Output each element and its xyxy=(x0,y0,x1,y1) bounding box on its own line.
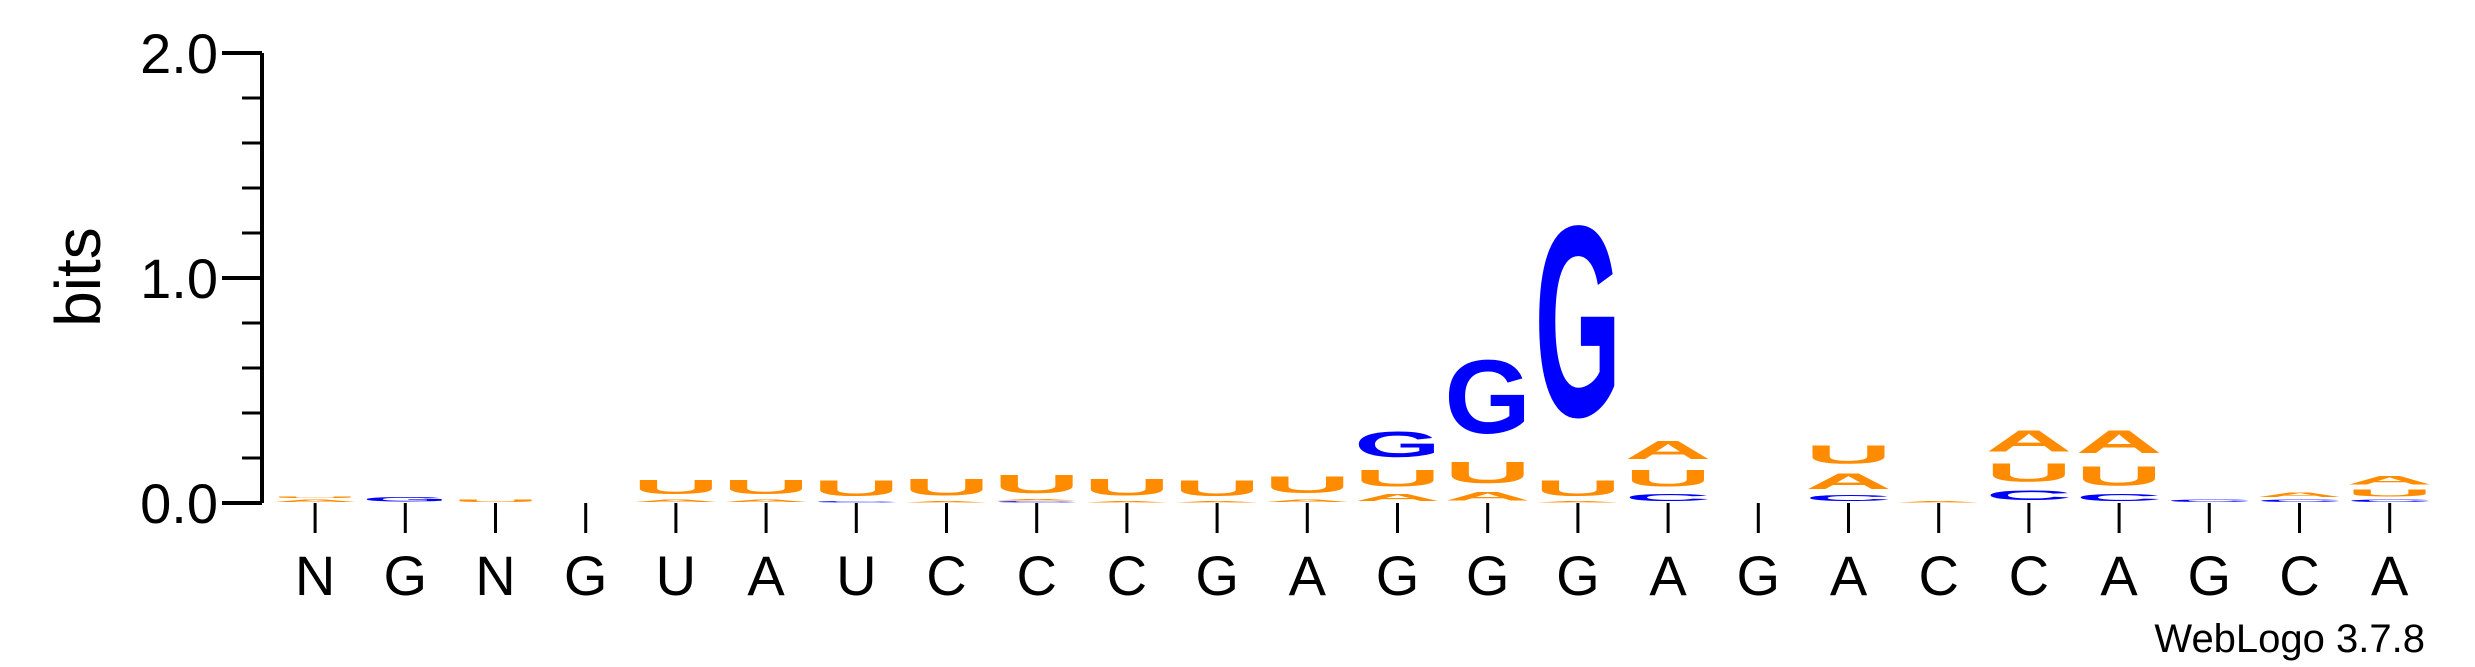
x-tick-label: C xyxy=(1016,544,1056,607)
x-tick-label: A xyxy=(747,544,785,607)
logo-letter-a: A xyxy=(1084,501,1171,503)
logo-letter-c: C xyxy=(1986,487,2073,503)
logo-letter-a: A xyxy=(1805,469,1892,494)
logo-letter-a: A xyxy=(993,498,1080,500)
y-tick-label: 1.0 xyxy=(140,247,218,310)
x-tick-label: C xyxy=(1918,544,1958,607)
x-tick-label: G xyxy=(564,544,608,607)
logo-letter-c: C xyxy=(2256,498,2343,502)
logo-letter-c: C xyxy=(1805,494,1892,503)
logo-letter-u: U xyxy=(1264,472,1351,499)
logo-letter-u: U xyxy=(452,498,539,502)
x-tick-label: G xyxy=(1466,544,1510,607)
logo-letter-a: A xyxy=(903,501,990,503)
logo-letter-c: C xyxy=(2346,498,2433,502)
logo-letter-u: U xyxy=(1174,476,1261,501)
x-tick-label: C xyxy=(926,544,966,607)
logo-letter-a: A xyxy=(633,498,720,502)
logo-letter-u: U xyxy=(1354,465,1441,492)
logo-letter-u: U xyxy=(723,476,810,498)
logo-letter-c: C xyxy=(993,501,1080,503)
logo-letter-a: A xyxy=(1444,490,1531,503)
x-tick-label: C xyxy=(1107,544,1147,607)
logo-letter-u: U xyxy=(813,476,900,501)
x-tick-label: A xyxy=(2100,544,2138,607)
x-tick-label: A xyxy=(1289,544,1327,607)
logo-letter-u: U xyxy=(272,496,359,498)
logo-letter-c: C xyxy=(2076,492,2163,503)
x-tick-label: A xyxy=(1830,544,1868,607)
y-tick-label: 2.0 xyxy=(140,22,218,85)
logo-letter-a: A xyxy=(1264,498,1351,502)
logo-letter-g: G xyxy=(1444,338,1531,455)
logo-letter-u: U xyxy=(993,469,1080,498)
logo-letter-u: U xyxy=(1535,476,1622,501)
weblogo-credit: WebLogo 3.7.8 xyxy=(2154,617,2425,661)
logo-letter-a: A xyxy=(1625,436,1712,465)
logo-letter-c: C xyxy=(813,501,900,503)
logo-letter-u: U xyxy=(1444,456,1531,490)
logo-letter-u: U xyxy=(633,476,720,498)
logo-letter-a: A xyxy=(1354,492,1441,503)
logo-letter-u: U xyxy=(1625,465,1712,492)
logo-letter-a: A xyxy=(1174,501,1261,503)
logo-letter-a: A xyxy=(2346,474,2433,487)
logo-letter-u: U xyxy=(2346,487,2433,498)
logo-letter-g: G xyxy=(1535,170,1622,475)
x-tick-label: G xyxy=(1556,544,1600,607)
y-axis-label: bits xyxy=(42,227,114,327)
logo-letter-a: A xyxy=(723,498,810,502)
logo-letter-g: G xyxy=(1354,424,1441,465)
x-tick-label: G xyxy=(384,544,428,607)
x-tick-label: U xyxy=(836,544,876,607)
logo-letter-a: A xyxy=(2256,492,2343,499)
x-tick-label: U xyxy=(656,544,696,607)
logo-letter-a: A xyxy=(272,498,359,502)
logo-letter-u: U xyxy=(2076,460,2163,491)
logo-letter-c: C xyxy=(1625,492,1712,503)
x-tick-label: C xyxy=(2279,544,2319,607)
logo-letter-u: U xyxy=(1805,440,1892,469)
logo-letter-a: A xyxy=(1535,501,1622,503)
x-tick-label: G xyxy=(2188,544,2232,607)
x-tick-label: G xyxy=(1737,544,1781,607)
x-tick-label: G xyxy=(1195,544,1239,607)
y-tick-label: 0.0 xyxy=(140,472,218,535)
x-tick-label: C xyxy=(2009,544,2049,607)
logo-letter-u: U xyxy=(1986,458,2073,487)
x-tick-label: N xyxy=(475,544,515,607)
x-tick-label: G xyxy=(1376,544,1420,607)
y-axis: 0.0 1.0 2.0 xyxy=(140,22,264,535)
logo-letter-c: C xyxy=(2166,498,2253,502)
x-tick-label: A xyxy=(2371,544,2409,607)
logo-letter-a: A xyxy=(2076,424,2163,460)
logo-letter-u: U xyxy=(903,474,990,501)
logo-letter-g: G xyxy=(362,496,449,503)
x-tick-label: N xyxy=(295,544,335,607)
x-tick-label: A xyxy=(1649,544,1687,607)
logo-letter-u: U xyxy=(1084,474,1171,501)
logo-letter-a: A xyxy=(1895,501,1982,503)
logo-letter-a: A xyxy=(1986,424,2073,458)
